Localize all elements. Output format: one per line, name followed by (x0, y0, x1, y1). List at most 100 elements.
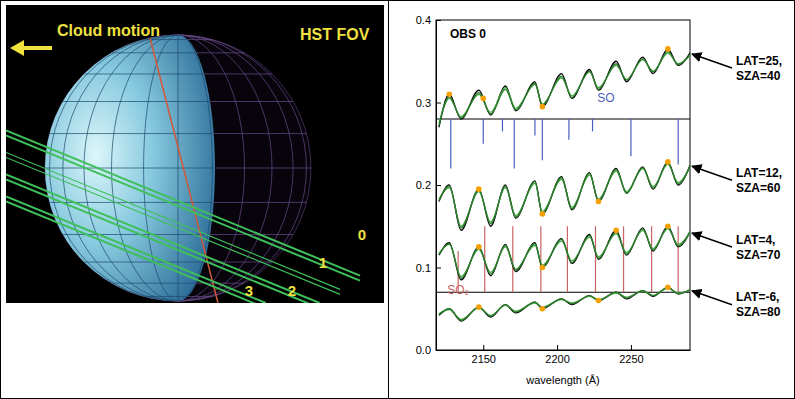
parallel (112, 52, 245, 53)
tick-mark (436, 268, 441, 269)
fit-point (596, 199, 602, 205)
motion-arrow-shaft (22, 46, 52, 50)
fit-point (476, 304, 482, 310)
spectrum-line (439, 51, 690, 125)
parallel (144, 296, 213, 297)
panel-divider (388, 0, 389, 399)
tick: 0.3 (416, 97, 441, 109)
slit-edge (6, 179, 320, 303)
line-list-marker (630, 119, 631, 156)
parallel (112, 52, 245, 53)
series-annotation: LAT=12,SZA=60 (736, 166, 782, 195)
parallel (84, 73, 272, 74)
x-axis: 2150 2200 2250 (437, 345, 691, 365)
spectrum-line (439, 287, 690, 321)
slit-label: 3 (245, 282, 253, 299)
series-annotation: LAT=4,SZA=70 (736, 233, 781, 262)
tick: 2250 (619, 345, 643, 365)
parallel (63, 101, 293, 102)
spectrum-line (439, 287, 690, 320)
line-list-marker (595, 226, 596, 292)
parallel (63, 101, 293, 102)
spectrum-line (439, 226, 690, 280)
annotation-arrow (692, 166, 732, 180)
fit-point (476, 186, 482, 192)
line-list-marker (534, 119, 535, 136)
fov-label: HST FOV (300, 26, 370, 43)
fit-point (540, 265, 546, 271)
annotation-line: SZA=40 (736, 69, 781, 83)
planet-view (6, 35, 360, 303)
tick-mark (436, 103, 441, 104)
series-annotation: LAT=-6,SZA=80 (736, 290, 781, 319)
annotation-line: LAT=25, (736, 54, 782, 68)
tick-mark (631, 345, 632, 350)
fit-point (480, 96, 486, 102)
plot-frame (436, 20, 690, 350)
figure: 0123Cloud motionHST FOV 2150 2200 2250 0.0 0.… (0, 0, 795, 399)
tick: 0.1 (416, 262, 441, 274)
tick: 2200 (545, 345, 569, 365)
slit-edge (6, 157, 340, 294)
line-list-marker (678, 226, 679, 292)
tick-label: 0.0 (416, 344, 431, 356)
line-list-marker (514, 119, 515, 169)
fit-point (476, 244, 482, 250)
chart-title: OBS 0 (450, 27, 486, 41)
reference-line (436, 119, 690, 120)
left-panel: 0123Cloud motionHST FOV (6, 5, 384, 308)
line-list-marker (567, 226, 568, 292)
line-list-marker (540, 226, 541, 292)
tick-mark (436, 185, 441, 186)
fit-point (613, 228, 619, 234)
panel-background (6, 5, 384, 303)
parallel (112, 283, 245, 284)
annotation-line: SZA=60 (736, 181, 781, 195)
annotation-line: LAT=4, (736, 233, 775, 247)
x-axis-title: wavelength (Å) (525, 374, 599, 386)
parallel (84, 73, 272, 74)
tick-mark (557, 345, 558, 350)
line-list-marker (502, 119, 503, 131)
spectrum-line (439, 227, 690, 278)
tick-label: 2150 (472, 353, 496, 365)
fit-point (665, 159, 671, 165)
figure-border (1, 1, 795, 399)
fit-point (665, 285, 671, 291)
tick: 2150 (472, 345, 496, 365)
parallel (50, 133, 307, 134)
y-axis: 0.00.10.20.30.4 (416, 14, 441, 356)
tick: 0.2 (416, 179, 441, 191)
fit-point (665, 223, 671, 229)
annotation-line: SZA=80 (736, 305, 781, 319)
slit-edge (6, 130, 360, 275)
spectrum-line (439, 162, 690, 230)
line-list-marker (651, 226, 652, 292)
tick-label: 0.2 (416, 179, 431, 191)
annotation-line: LAT=-6, (736, 290, 779, 304)
slit-edge (6, 196, 266, 303)
tick-mark (483, 345, 484, 350)
parallel (144, 39, 213, 40)
annotation-line: SZA=70 (736, 248, 781, 262)
slit-label: 1 (319, 254, 327, 271)
spectrum-line (439, 53, 690, 123)
annotation-arrow (692, 233, 732, 247)
slit-edge (6, 174, 320, 303)
line-list-marker (542, 119, 543, 160)
parallel (84, 262, 272, 263)
parallel (50, 202, 307, 203)
tick-label: 2250 (619, 353, 643, 365)
motion-arrow-head (10, 40, 24, 56)
annotation-line: LAT=12, (736, 166, 782, 180)
fit-point (540, 104, 546, 110)
fit-point (540, 211, 546, 217)
spectrum-line (439, 229, 690, 277)
annotation-arrow (692, 291, 732, 305)
spectrum-line (439, 49, 690, 127)
line-list-marker (623, 226, 624, 292)
fit-point (665, 46, 671, 52)
right-panel: 2150220022500.00.10.20.30.4OBS 0waveleng… (416, 14, 782, 386)
parallel (50, 202, 307, 203)
tick-label: 0.3 (416, 97, 431, 109)
